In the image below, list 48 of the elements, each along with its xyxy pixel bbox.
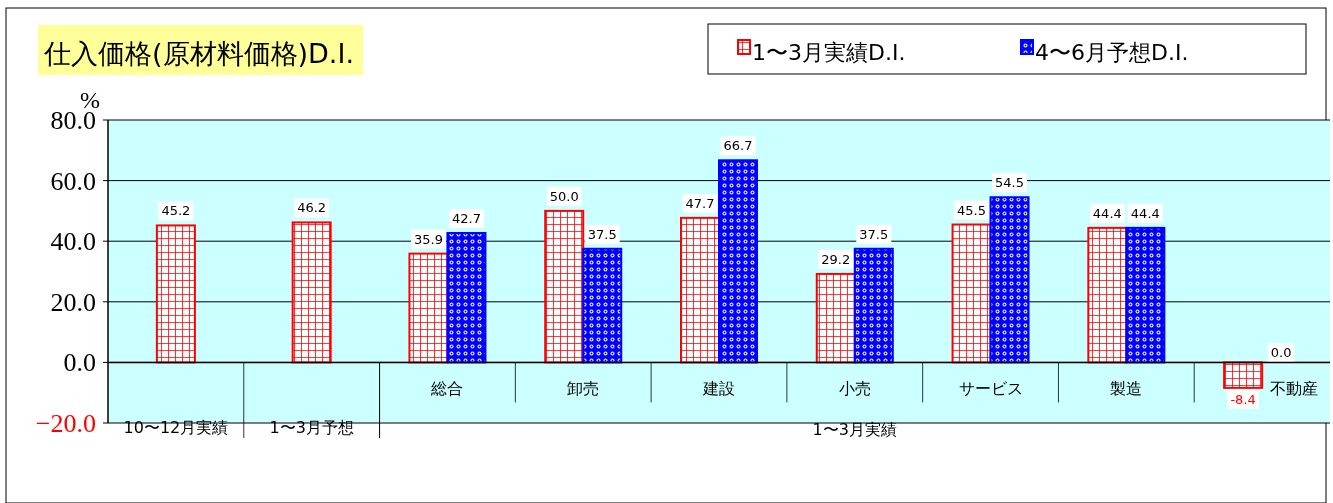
annotation: 1〜3月実績	[812, 420, 897, 439]
bar	[1125, 226, 1166, 364]
data-label: 47.7	[685, 195, 715, 211]
data-label: -8.4	[1230, 391, 1256, 407]
bar	[951, 223, 992, 364]
data-label: 46.2	[297, 200, 327, 216]
data-label: 54.5	[995, 175, 1025, 191]
y-tick-label: 20.0	[50, 287, 96, 317]
data-label: 45.5	[957, 202, 987, 218]
x-tick-label: サービス	[958, 379, 1023, 399]
bar	[989, 196, 1030, 364]
data-label: 37.5	[587, 226, 617, 242]
bar	[582, 247, 623, 364]
y-tick-label: 40.0	[50, 227, 96, 257]
y-tick-label: 0.0	[63, 348, 96, 378]
data-label: 42.7	[451, 211, 481, 227]
x-tick-label: 総合	[430, 379, 464, 399]
data-label: 0.0	[1270, 345, 1292, 361]
bar	[853, 247, 894, 364]
x-tick-label: 1〜3月予想	[269, 418, 354, 437]
chart-title: 仕入価格(原材料価格)D.I.	[43, 38, 354, 69]
x-tick-label: 卸売	[567, 379, 600, 399]
legend-label: 4〜6月予想D.I.	[1035, 40, 1189, 65]
bar	[1223, 361, 1264, 389]
bar	[408, 252, 449, 364]
x-tick-label: 10〜12月実績	[123, 418, 229, 437]
data-label: 44.4	[1130, 205, 1160, 221]
bar	[544, 209, 585, 364]
x-tick-label: 不動産	[1270, 379, 1319, 399]
data-label: 66.7	[723, 138, 753, 154]
y-tick-label: −20.0	[35, 409, 96, 438]
bar	[680, 216, 720, 364]
data-label: 37.5	[859, 226, 889, 242]
data-label: 50.0	[549, 188, 579, 204]
legend-label: 1〜3月実績D.I.	[752, 40, 906, 65]
bar	[815, 272, 856, 364]
y-tick-label: 60.0	[50, 166, 96, 196]
x-tick-label: 小売	[838, 379, 871, 399]
bar	[1087, 226, 1128, 364]
data-label: 35.9	[413, 231, 443, 247]
y-axis-title: %	[80, 87, 100, 113]
bar	[718, 159, 758, 364]
x-tick-label: 建設	[702, 379, 735, 399]
data-label: 45.2	[161, 203, 191, 219]
bar	[446, 232, 487, 364]
x-tick-label: 製造	[1110, 379, 1143, 399]
data-label: 29.2	[821, 251, 851, 267]
data-label: 44.4	[1092, 205, 1122, 221]
